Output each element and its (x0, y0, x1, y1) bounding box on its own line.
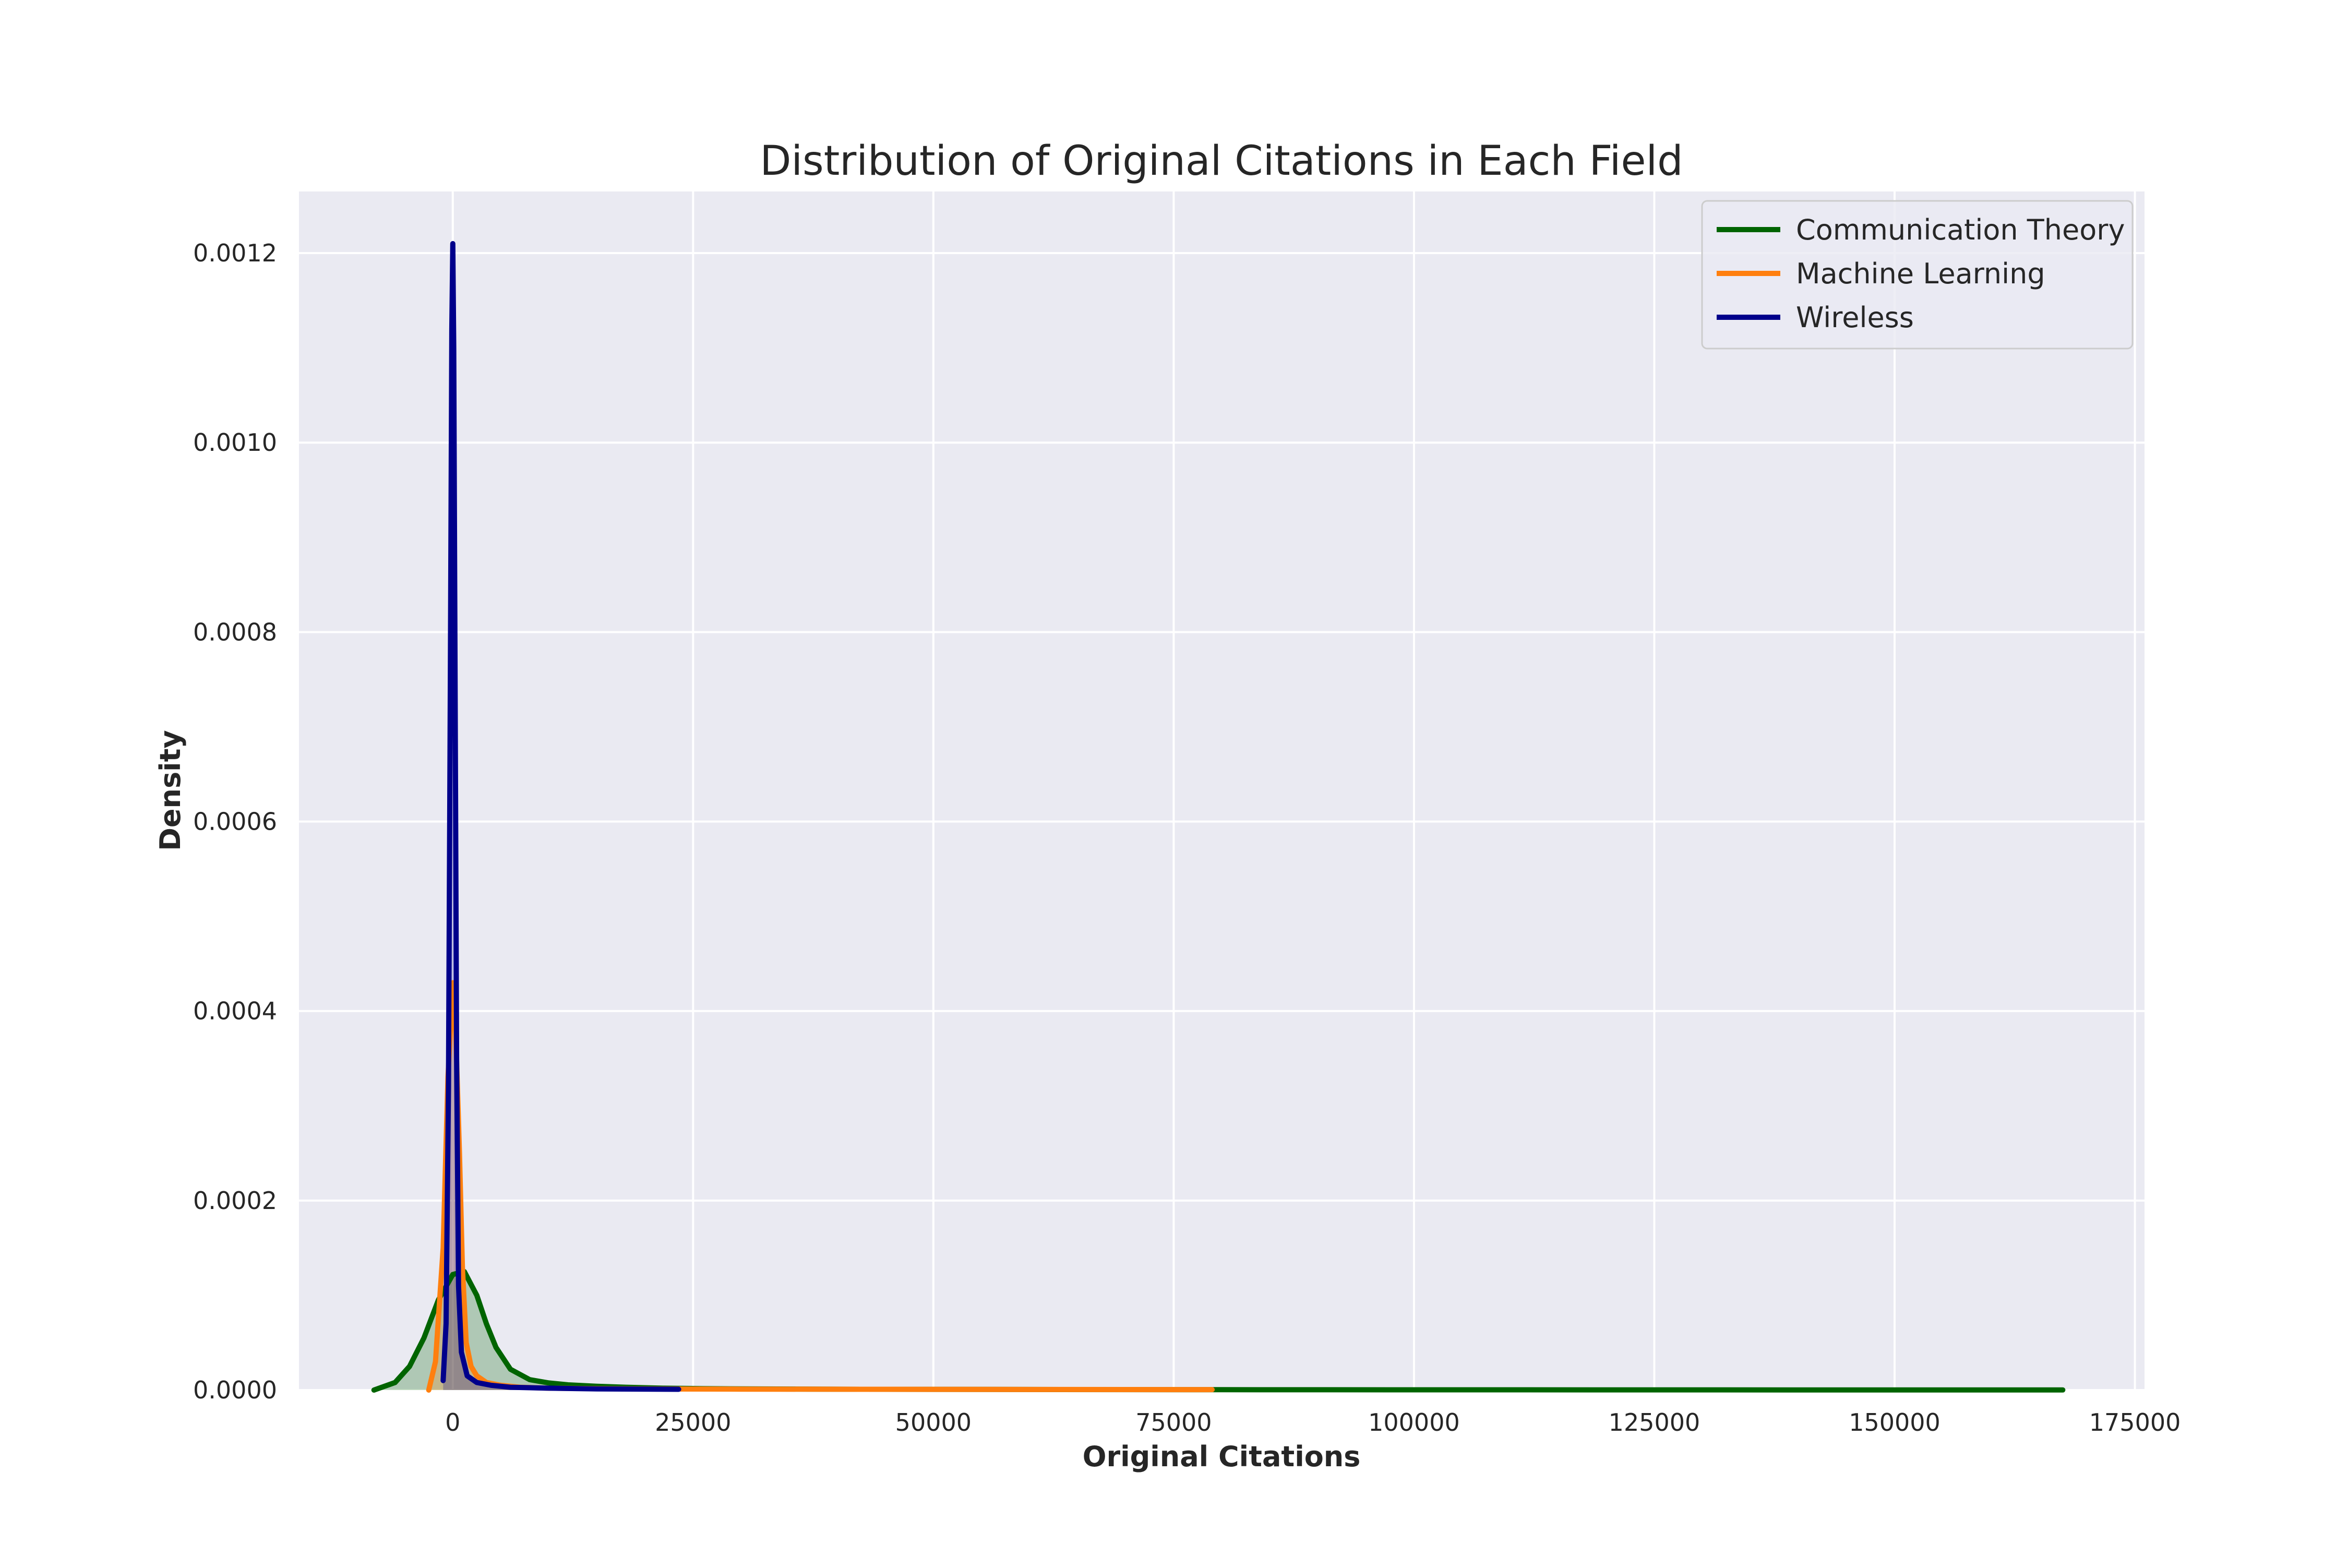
legend: Communication Theory Machine Learning Wire… (1701, 200, 2134, 350)
legend-label-wireless: Wireless (1796, 301, 1914, 334)
y-tick-label: 0.0008 (193, 618, 277, 646)
chart-title: Distribution of Original Citations in Ea… (760, 138, 1683, 185)
density-lines (371, 241, 2066, 1393)
legend-items: Communication Theory Machine Learning Wire… (1717, 213, 2125, 334)
legend-label-machine-learning: Machine Learning (1796, 257, 2045, 290)
plot-background (299, 191, 2145, 1390)
y-tick-label: 0.0000 (193, 1376, 277, 1404)
x-tick-label: 125000 (1609, 1408, 1700, 1437)
y-axis-ticks: 0.0000 0.0002 0.0004 0.0006 0.0008 0.0010 0.00… (193, 239, 277, 1404)
x-tick-label: 25000 (655, 1408, 731, 1437)
y-tick-label: 0.0002 (193, 1187, 277, 1215)
density-line-wireless (440, 241, 681, 1392)
x-axis-label: Original Citations (1083, 1440, 1361, 1473)
grid (299, 191, 2145, 1391)
y-tick-label: 0.0004 (193, 997, 277, 1025)
y-tick-label: 0.0012 (193, 239, 277, 267)
y-tick-label: 0.0006 (193, 808, 277, 836)
x-tick-label: 150000 (1849, 1408, 1940, 1437)
y-axis-label: Density (154, 730, 187, 851)
x-tick-label: 100000 (1368, 1408, 1460, 1437)
y-tick-label: 0.0010 (193, 428, 277, 457)
legend-label-communication-theory: Communication Theory (1796, 213, 2125, 246)
x-tick-label: 175000 (2089, 1408, 2181, 1437)
legend-box (1701, 200, 2134, 350)
x-tick-label: 0 (445, 1408, 460, 1437)
x-axis-ticks: 0 25000 50000 75000 100000 125000 150000 175000 (445, 1408, 2181, 1437)
x-tick-label: 50000 (895, 1408, 972, 1437)
x-tick-label: 75000 (1135, 1408, 1212, 1437)
